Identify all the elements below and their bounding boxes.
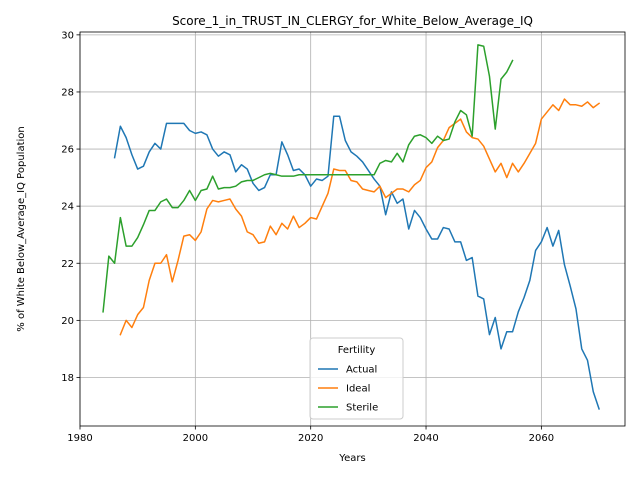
x-axis: 1980 2000 2020 2040 2060 — [67, 426, 554, 444]
y-axis: 18 20 22 24 26 28 30 — [61, 30, 80, 384]
series-layer — [102, 44, 601, 410]
legend-title: Fertility — [338, 345, 376, 356]
y-tick-label: 18 — [61, 373, 74, 384]
chart-title: Score_1_in_TRUST_IN_CLERGY_for_White_Bel… — [172, 14, 533, 28]
y-tick-label: 30 — [61, 30, 74, 41]
x-axis-label: Years — [338, 453, 365, 464]
x-tick-label: 1980 — [67, 433, 92, 444]
series-line-sterile — [102, 44, 514, 313]
series-line-actual — [113, 115, 601, 410]
legend-label-actual: Actual — [346, 365, 377, 376]
x-tick-label: 2020 — [298, 433, 323, 444]
legend: Fertility Actual Ideal Sterile — [309, 337, 404, 420]
y-tick-label: 20 — [61, 316, 74, 327]
series-line-ideal — [119, 98, 601, 336]
legend-label-ideal: Ideal — [346, 384, 370, 395]
legend-box — [309, 337, 404, 420]
plot-frame — [79, 31, 626, 427]
y-tick-label: 22 — [61, 259, 74, 270]
y-axis-label: % of White Below_Average_IQ Population — [16, 126, 27, 331]
legend-label-sterile: Sterile — [346, 403, 378, 414]
x-tick-label: 2040 — [413, 433, 438, 444]
y-tick-label: 28 — [61, 87, 74, 98]
x-tick-label: 2000 — [183, 433, 208, 444]
y-tick-label: 26 — [61, 145, 74, 156]
y-tick-label: 24 — [61, 202, 74, 213]
x-tick-label: 2060 — [529, 433, 554, 444]
